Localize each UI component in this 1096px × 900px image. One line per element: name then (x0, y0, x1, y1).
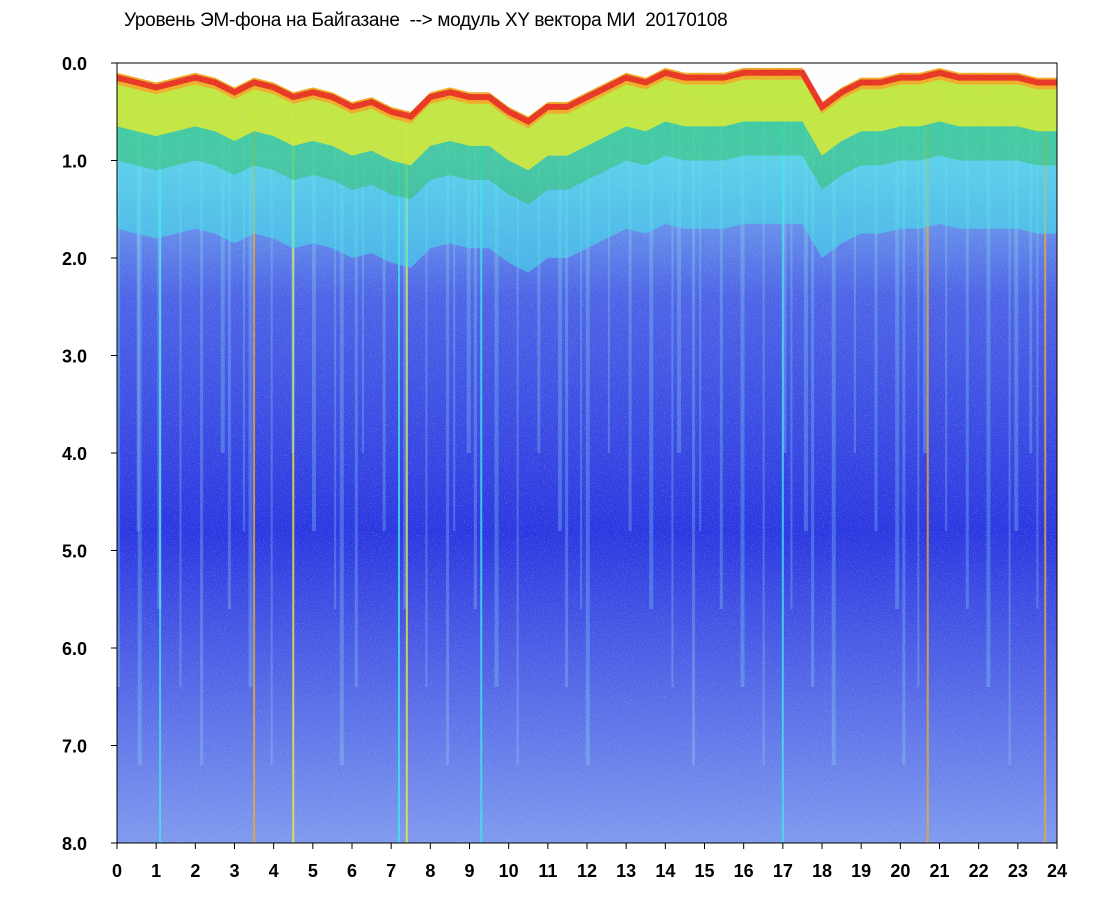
x-tick-label: 15 (694, 861, 714, 881)
x-tick-label: 23 (1008, 861, 1028, 881)
y-tick-label: 3.0 (62, 347, 87, 367)
x-tick-label: 12 (577, 861, 597, 881)
y-tick-label: 1.0 (62, 152, 87, 172)
x-tick-label: 24 (1047, 861, 1067, 881)
x-tick-label: 19 (851, 861, 871, 881)
x-tick-label: 13 (616, 861, 636, 881)
x-tick-label: 20 (890, 861, 910, 881)
y-tick-label: 5.0 (62, 542, 87, 562)
y-tick-label: 6.0 (62, 639, 87, 659)
x-tick-label: 1 (151, 861, 161, 881)
x-tick-label: 7 (386, 861, 396, 881)
speckle-texture (117, 63, 1057, 843)
plot-area (117, 63, 1057, 843)
x-tick-label: 18 (812, 861, 832, 881)
y-tick-label: 7.0 (62, 737, 87, 757)
y-tick-label: 2.0 (62, 249, 87, 269)
y-tick-label: 8.0 (62, 834, 87, 854)
x-tick-label: 17 (773, 861, 793, 881)
y-tick-label: 0.0 (62, 54, 87, 74)
x-tick-label: 2 (190, 861, 200, 881)
x-tick-label: 4 (269, 861, 279, 881)
x-tick-label: 5 (308, 861, 318, 881)
x-tick-label: 11 (538, 861, 557, 881)
x-tick-label: 22 (969, 861, 989, 881)
x-tick-label: 3 (229, 861, 239, 881)
chart-title: Уровень ЭМ-фона на Байгазане --> модуль … (124, 10, 728, 31)
x-tick-label: 16 (734, 861, 754, 881)
x-tick-label: 14 (655, 861, 675, 881)
x-tick-label: 10 (499, 861, 519, 881)
x-tick-label: 9 (464, 861, 474, 881)
x-tick-label: 0 (112, 861, 122, 881)
x-tick-label: 6 (347, 861, 357, 881)
y-axis: 0.0 1.0 2.0 3.0 4.0 5.0 6.0 7.0 8.0 (62, 54, 117, 854)
x-tick-label: 21 (929, 861, 949, 881)
x-axis: 0 1 2 3 4 5 6 7 8 9 10 11 12 13 14 15 16 17 18 19 20 21 22 23 24 (112, 843, 1067, 881)
x-tick-label: 8 (425, 861, 435, 881)
y-tick-label: 4.0 (62, 444, 87, 464)
